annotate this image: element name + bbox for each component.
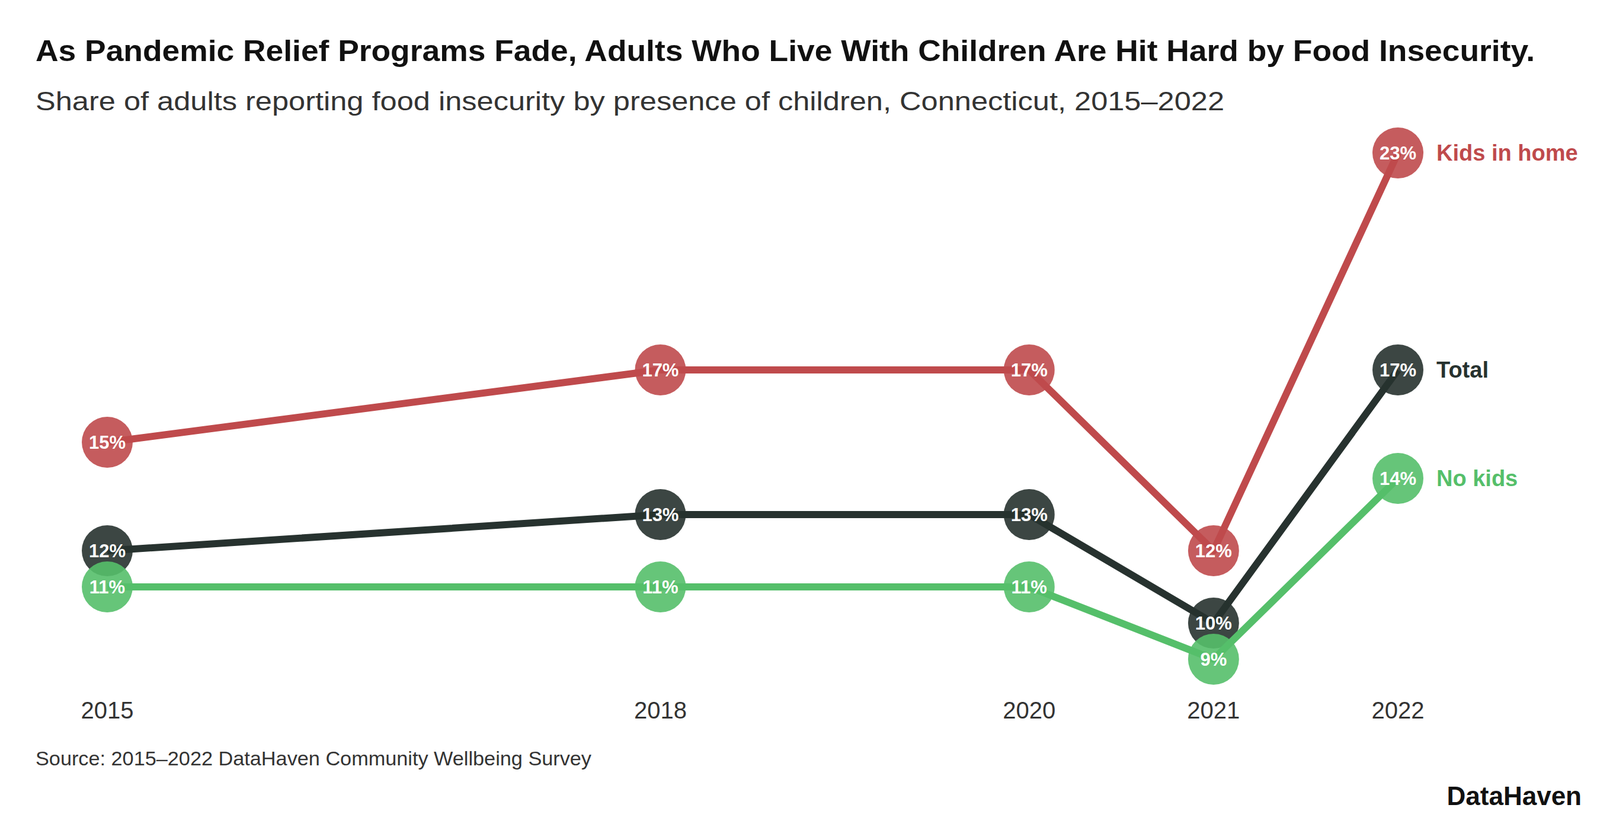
point (81, 561, 133, 613)
data-label: 13% (641, 504, 679, 526)
point (634, 561, 686, 613)
subtitle: Share of adults reporting food insecurit… (35, 86, 1225, 116)
chart: As Pandemic Relief Programs Fade, Adults… (0, 0, 1600, 827)
series-label: No kids (1436, 465, 1518, 491)
point (1372, 127, 1424, 179)
data-label: 12% (1195, 540, 1232, 562)
data-label: 14% (1379, 468, 1417, 489)
series (81, 452, 1424, 685)
point (1003, 344, 1055, 396)
plot-area (81, 127, 1424, 685)
data-label: 17% (641, 359, 679, 381)
point (634, 344, 686, 396)
data-label: 10% (1195, 612, 1232, 634)
series-line (107, 152, 1398, 551)
data-label: 11% (642, 576, 678, 598)
point (1188, 525, 1240, 576)
point (1372, 344, 1424, 396)
data-label: 17% (1010, 359, 1048, 381)
data-label: 11% (89, 576, 126, 598)
data-label: 15% (88, 432, 126, 453)
credit: DataHaven (1447, 781, 1582, 811)
point (81, 416, 133, 468)
point (1188, 633, 1240, 685)
point (1003, 561, 1055, 613)
series (81, 127, 1424, 576)
data-label: 17% (1379, 359, 1417, 381)
point (634, 488, 686, 540)
x-tick-label: 2020 (1002, 696, 1056, 723)
x-axis: 2015 2018 2020 2021 2022 (81, 696, 1425, 723)
x-tick-label: 2018 (634, 696, 687, 723)
data-label: 23% (1379, 142, 1417, 164)
source: Source: 2015–2022 DataHaven Community We… (35, 746, 592, 770)
series-line (107, 478, 1398, 659)
point (1003, 488, 1055, 540)
x-tick-label: 2022 (1371, 696, 1425, 723)
point (1372, 452, 1424, 504)
series-label: Total (1436, 357, 1489, 383)
series-label: Kids in home (1436, 140, 1579, 166)
data-label: 9% (1200, 648, 1227, 670)
x-tick-label: 2021 (1186, 696, 1240, 723)
series (81, 344, 1424, 649)
data-label: 12% (88, 540, 126, 562)
title: As Pandemic Relief Programs Fade, Adults… (35, 34, 1535, 68)
labels: 15% 17% 17% 12% 23% Kids in home 12% 13% 13% 10% 1… (88, 140, 1579, 670)
x-tick-label: 2015 (81, 696, 134, 723)
data-label: 13% (1010, 504, 1048, 526)
data-label: 11% (1011, 576, 1048, 598)
